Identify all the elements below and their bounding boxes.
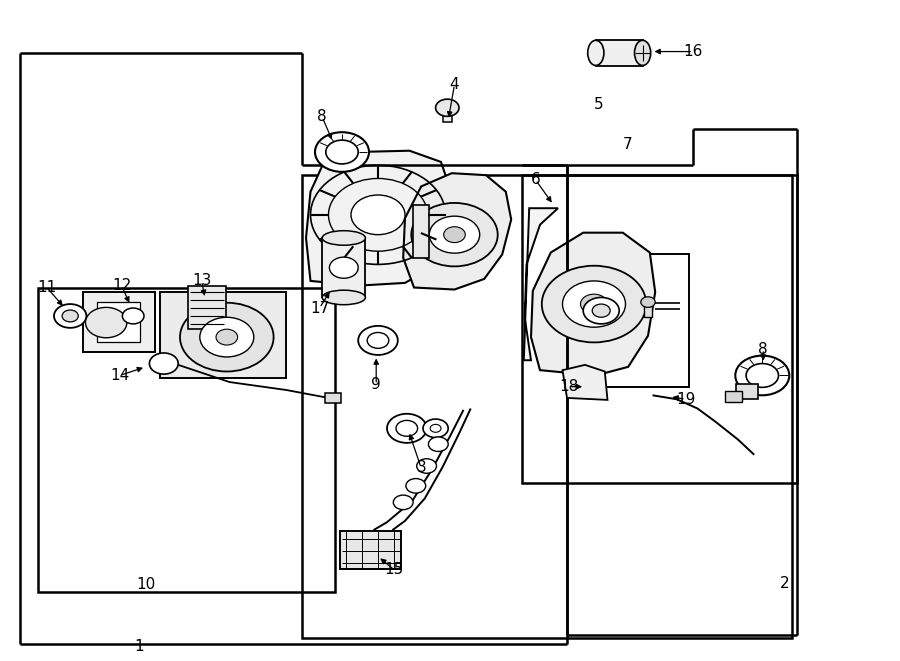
Circle shape	[406, 479, 426, 493]
Text: 6: 6	[531, 173, 540, 187]
Text: 2: 2	[780, 576, 789, 590]
Polygon shape	[83, 292, 155, 352]
Text: 8: 8	[318, 110, 327, 124]
Ellipse shape	[322, 290, 365, 305]
Ellipse shape	[634, 40, 651, 65]
Circle shape	[562, 281, 626, 327]
Text: 15: 15	[384, 563, 404, 577]
Circle shape	[746, 364, 778, 387]
Text: 13: 13	[192, 274, 211, 288]
Text: 11: 11	[37, 280, 57, 295]
Text: 14: 14	[110, 368, 130, 383]
Circle shape	[315, 132, 369, 172]
Circle shape	[200, 317, 254, 357]
Bar	[188, 286, 226, 329]
Text: 10: 10	[136, 578, 156, 592]
Polygon shape	[160, 292, 286, 378]
Text: 5: 5	[594, 97, 603, 112]
Circle shape	[180, 303, 274, 371]
Bar	[38, 288, 335, 592]
Polygon shape	[403, 173, 511, 290]
Circle shape	[326, 140, 358, 164]
Ellipse shape	[322, 231, 365, 245]
Circle shape	[387, 414, 427, 443]
Bar	[644, 302, 652, 317]
Circle shape	[641, 297, 655, 307]
Text: 16: 16	[683, 44, 703, 59]
Bar	[572, 254, 688, 387]
Text: 8: 8	[759, 342, 768, 356]
Circle shape	[122, 308, 144, 324]
Text: 18: 18	[559, 379, 579, 394]
Text: 9: 9	[372, 377, 381, 392]
Circle shape	[417, 459, 436, 473]
Circle shape	[216, 329, 238, 345]
Polygon shape	[531, 233, 655, 375]
Circle shape	[411, 203, 498, 266]
Bar	[325, 393, 341, 403]
Circle shape	[358, 326, 398, 355]
Circle shape	[54, 304, 86, 328]
Circle shape	[436, 99, 459, 116]
Circle shape	[429, 216, 480, 253]
Circle shape	[444, 227, 465, 243]
Bar	[302, 175, 792, 638]
Circle shape	[542, 266, 646, 342]
Bar	[725, 391, 742, 402]
Polygon shape	[524, 208, 558, 360]
Bar	[322, 238, 365, 297]
Bar	[596, 40, 643, 66]
Circle shape	[735, 356, 789, 395]
Circle shape	[86, 307, 127, 338]
Bar	[736, 384, 758, 399]
Circle shape	[580, 294, 608, 314]
Circle shape	[149, 353, 178, 374]
Text: 19: 19	[676, 392, 696, 407]
Text: 1: 1	[135, 639, 144, 654]
Ellipse shape	[588, 40, 604, 65]
Circle shape	[62, 310, 78, 322]
Bar	[443, 109, 452, 122]
Circle shape	[428, 437, 448, 451]
Circle shape	[423, 419, 448, 438]
Circle shape	[393, 495, 413, 510]
Text: 17: 17	[310, 301, 329, 315]
Circle shape	[396, 420, 418, 436]
Polygon shape	[562, 365, 608, 400]
Circle shape	[592, 304, 610, 317]
Circle shape	[351, 195, 405, 235]
Text: 4: 4	[450, 77, 459, 92]
Text: 3: 3	[417, 461, 426, 475]
Text: 7: 7	[623, 137, 632, 151]
Bar	[413, 205, 429, 258]
Circle shape	[583, 297, 619, 324]
Bar	[340, 531, 401, 569]
Text: 12: 12	[112, 278, 131, 293]
Polygon shape	[306, 151, 450, 286]
Circle shape	[367, 332, 389, 348]
Circle shape	[329, 257, 358, 278]
Circle shape	[430, 424, 441, 432]
Bar	[97, 302, 140, 342]
Bar	[522, 175, 796, 483]
